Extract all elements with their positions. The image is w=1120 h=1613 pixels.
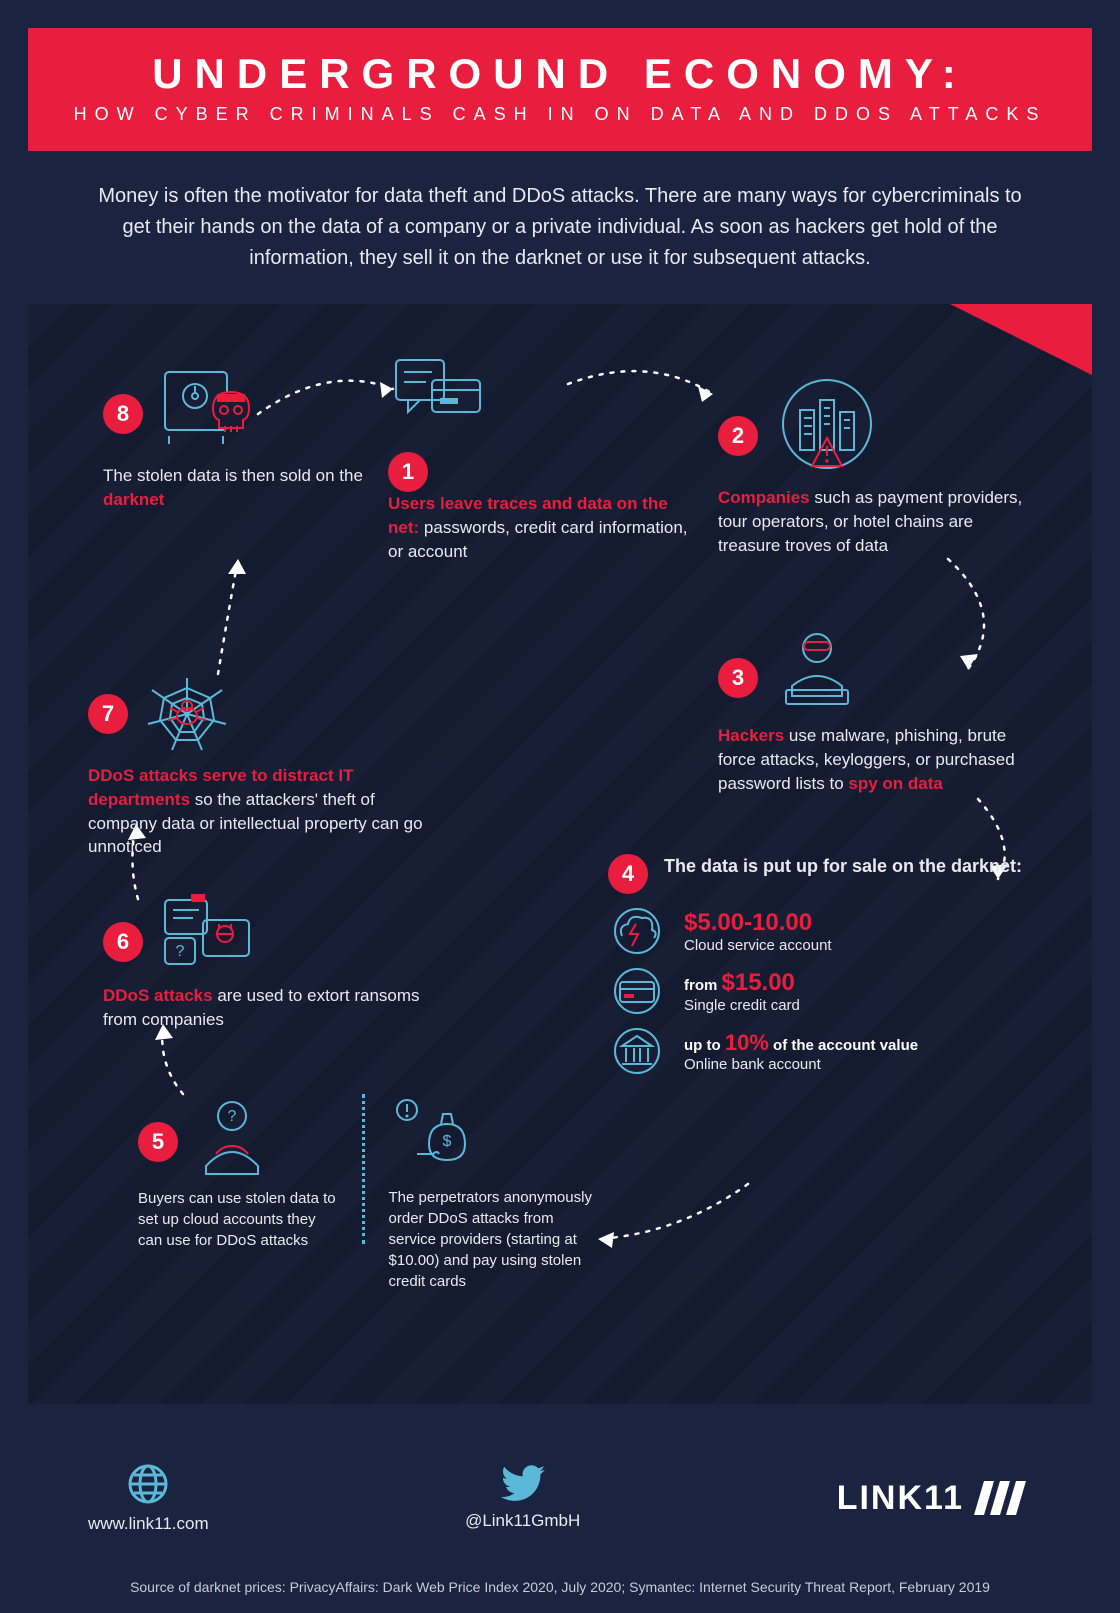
step-badge-3: 3 [718, 658, 758, 698]
price-cc-label: Single credit card [684, 997, 800, 1014]
footer-twitter: @Link11GmbH [465, 1465, 580, 1531]
svg-text:$: $ [442, 1133, 451, 1150]
step-badge-8: 8 [103, 394, 143, 434]
svg-text:?: ? [228, 1108, 237, 1125]
price-cloud-account: $5.00-10.00 Cloud service account [608, 906, 1048, 956]
twitter-handle: @Link11GmbH [465, 1511, 580, 1531]
hacker-icon [772, 624, 862, 714]
page-title: UNDERGROUND ECONOMY: [58, 50, 1062, 98]
header-band: UNDERGROUND ECONOMY: HOW CYBER CRIMINALS… [28, 28, 1092, 151]
step-4-highlight: The data is put up for sale on the darkn… [664, 854, 1022, 879]
buyer-icon: ? [192, 1094, 272, 1178]
link11-logo: LINK11 [837, 1479, 1032, 1518]
step-8: 8 The stolen data is then sold on the da… [103, 364, 383, 512]
step-badge-2: 2 [718, 416, 758, 456]
safe-skull-icon [157, 364, 257, 454]
step-badge-6: 6 [103, 922, 143, 962]
credit-card-icon [608, 966, 666, 1016]
logo-bars-icon [972, 1481, 1032, 1515]
price-cloud-label: Cloud service account [684, 937, 832, 954]
step-3-tail: spy on data [848, 774, 942, 793]
price-bank-label: Online bank account [684, 1056, 918, 1073]
bank-icon [608, 1026, 666, 1076]
website-text: www.link11.com [88, 1514, 209, 1534]
intro-paragraph: Money is often the motivator for data th… [90, 181, 1030, 274]
price-bank-account: up to 10% of the account value Online ba… [608, 1026, 1048, 1076]
step-badge-4: 4 [608, 854, 648, 894]
step-5-right-text: The perpetrators anonymously order DDoS … [389, 1187, 598, 1292]
footer-bar: www.link11.com @Link11GmbH LINK11 [28, 1443, 1092, 1553]
step-5-left-text: Buyers can use stolen data to set up clo… [138, 1188, 338, 1251]
price-bank-prefix: up to [684, 1037, 725, 1054]
page-subtitle: HOW CYBER CRIMINALS CASH IN ON DATA AND … [58, 104, 1062, 125]
price-cloud-value: $5.00-10.00 [684, 909, 832, 937]
price-credit-card: from $15.00 Single credit card [608, 966, 1048, 1016]
step-8-body: The stolen data is then sold on the [103, 466, 363, 485]
step-6-highlight: DDoS attacks [103, 986, 213, 1005]
step-7: 7 DDoS attacks serve to distract IT depa… [88, 674, 438, 859]
step-5: 5 ? Buyers can use stolen data to set up… [138, 1094, 598, 1292]
money-bag-icon: $ [389, 1094, 479, 1174]
step-6: 6 ? DDoS attacks are used to extort rans… [103, 894, 443, 1032]
step-3: 3 Hackers use malware, phishing, brute f… [718, 624, 1028, 795]
step-1: 1 Users leave traces and data on the net… [388, 352, 688, 563]
price-cc-prefix: from [684, 977, 722, 994]
step-1-body: passwords, credit card information, or a… [388, 518, 688, 561]
footer-website: www.link11.com [88, 1462, 209, 1534]
step-5-divider [362, 1094, 365, 1244]
svg-text:?: ? [176, 943, 185, 960]
step-8-highlight: darknet [103, 490, 164, 509]
step-badge-1: 1 [388, 452, 428, 492]
step-badge-7: 7 [88, 694, 128, 734]
price-cc-value: $15.00 [722, 969, 795, 996]
chat-credit-icon [388, 352, 488, 442]
cloud-bolt-icon [608, 906, 666, 956]
main-panel: 1 Users leave traces and data on the net… [28, 304, 1092, 1404]
spider-web-icon [142, 674, 232, 754]
step-3-highlight: Hackers [718, 726, 784, 745]
globe-icon [126, 1462, 170, 1506]
price-bank-suffix: of the account value [769, 1037, 918, 1054]
step-2-highlight: Companies [718, 488, 810, 507]
step-4: 4 The data is put up for sale on the dar… [608, 854, 1048, 1086]
twitter-icon [501, 1465, 545, 1503]
price-bank-value: 10% [725, 1030, 769, 1055]
source-text: Source of darknet prices: PrivacyAffairs… [0, 1579, 1120, 1595]
step-badge-5: 5 [138, 1122, 178, 1162]
accent-triangle [938, 304, 1092, 378]
logo-text: LINK11 [837, 1479, 964, 1518]
buildings-warning-icon [772, 376, 882, 476]
ddos-chat-icon: ? [157, 894, 257, 974]
step-2: 2 Companies such as payment providers, t… [718, 376, 1028, 557]
